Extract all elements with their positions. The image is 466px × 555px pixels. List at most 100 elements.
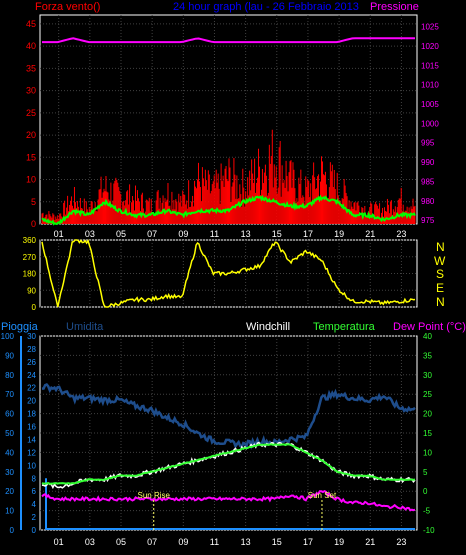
humidity-y-tick-label: 10 (5, 507, 14, 516)
rain-y-tick-label: 20 (27, 397, 36, 406)
pressure-y-tick-label: 1010 (421, 81, 439, 90)
temperature-y-tick-label: 20 (423, 410, 432, 419)
wind-y-tick-label: 25 (26, 108, 36, 118)
x-tick-label-top: 13 (241, 229, 251, 239)
humidity-y-tick-label: 90 (5, 351, 14, 360)
wind-direction-line (41, 239, 416, 308)
compass-west: W (434, 254, 446, 268)
temperature-line (41, 443, 416, 485)
humidity-y-tick-label: 30 (5, 468, 14, 477)
pressure-y-tick-label: 1005 (421, 100, 439, 109)
x-tick-label-bottom: 11 (210, 537, 219, 547)
rain-y-tick-label: 8 (32, 474, 37, 483)
rain-y-tick-label: 10 (27, 461, 36, 470)
x-tick-label-top: 19 (334, 229, 344, 239)
rain-y-tick-label: 2 (32, 513, 37, 522)
humidity-y-tick-label: 80 (5, 371, 14, 380)
x-tick-label-top: 01 (54, 229, 64, 239)
x-tick-label-bottom: 19 (334, 537, 344, 547)
rain-y-tick-label: 28 (27, 345, 36, 354)
compass-north-bottom: N (436, 295, 445, 309)
temperature-y-tick-label: -5 (423, 507, 431, 516)
wind-y-tick-label: 15 (26, 152, 36, 162)
direction-y-tick-label: 270 (23, 253, 37, 262)
windchill-line (41, 441, 416, 490)
sunset-label: Sun Set (308, 491, 337, 500)
chart-title: 24 hour graph (lau - 26 Febbraio 2013 (173, 1, 359, 13)
wind-y-tick-label: 40 (26, 41, 36, 51)
temperature-y-tick-label: 15 (423, 429, 432, 438)
compass-east: E (436, 281, 444, 295)
pressure-y-tick-label: 980 (421, 197, 435, 206)
rain-y-tick-label: 16 (27, 423, 36, 432)
wind-average-line (41, 194, 416, 226)
wind-y-tick-label: 20 (26, 130, 36, 140)
rain-y-tick-label: 24 (27, 371, 36, 380)
wind-y-tick-label: 30 (26, 86, 36, 96)
dewpoint-line (41, 489, 416, 512)
x-tick-label-top: 17 (303, 229, 313, 239)
compass-south: S (436, 267, 444, 281)
x-tick-label-bottom: 23 (396, 537, 406, 547)
rain-y-tick-label: 14 (27, 435, 36, 444)
x-tick-label-top: 05 (116, 229, 126, 239)
compass-north-top: N (436, 240, 445, 254)
humidity-y-tick-label: 0 (10, 526, 15, 535)
humidity-axis-title: Umidita (66, 321, 104, 333)
humidity-y-tick-label: 50 (5, 429, 14, 438)
x-tick-label-top: 09 (178, 229, 188, 239)
pressure-y-tick-label: 990 (421, 158, 435, 167)
temperature-y-tick-label: 35 (423, 351, 432, 360)
rain-y-tick-label: 0 (32, 526, 37, 535)
wind-y-tick-label: 35 (26, 63, 36, 73)
sunrise-label: Sun Rise (137, 491, 170, 500)
wind-y-tick-label: 5 (31, 197, 36, 207)
direction-y-tick-label: 180 (23, 270, 37, 279)
pressure-y-tick-label: 1000 (421, 119, 439, 128)
wind-chart-title: Forza vento() (35, 1, 100, 13)
x-tick-label-bottom: 13 (241, 537, 251, 547)
temperature-y-tick-label: 0 (423, 487, 428, 496)
humidity-y-tick-label: 60 (5, 410, 14, 419)
x-tick-label-bottom: 03 (85, 537, 95, 547)
dewpoint-legend: Dew Point (°C) (393, 321, 466, 333)
rain-y-tick-label: 18 (27, 410, 36, 419)
pressure-y-tick-label: 1015 (421, 61, 439, 70)
x-tick-label-top: 07 (147, 229, 157, 239)
temperature-legend: Temperatura (313, 321, 376, 333)
direction-y-tick-label: 90 (27, 286, 36, 295)
rain-y-tick-label: 12 (27, 448, 36, 457)
direction-y-tick-label: 360 (23, 236, 37, 245)
pressure-axis-title: Pressione (370, 1, 419, 13)
rain-y-tick-label: 6 (32, 487, 37, 496)
temperature-y-tick-label: 40 (423, 332, 432, 341)
temperature-y-tick-label: 10 (423, 448, 432, 457)
humidity-y-tick-label: 20 (5, 487, 14, 496)
rain-y-tick-label: 22 (27, 384, 36, 393)
x-tick-label-bottom: 17 (303, 537, 313, 547)
pressure-y-tick-label: 985 (421, 177, 435, 186)
windchill-legend: Windchill (246, 321, 290, 333)
x-tick-label-bottom: 21 (365, 537, 375, 547)
temperature-y-tick-label: 5 (423, 468, 428, 477)
wind-y-tick-label: 45 (26, 19, 36, 29)
x-tick-label-top: 23 (396, 229, 406, 239)
rain-y-tick-label: 26 (27, 358, 36, 367)
x-tick-label-top: 15 (272, 229, 282, 239)
rain-axis-title: Pioggia (1, 321, 39, 333)
x-tick-label-bottom: 15 (272, 537, 282, 547)
rain-y-tick-label: 30 (27, 332, 36, 341)
temperature-y-tick-label: 25 (423, 390, 432, 399)
direction-y-tick-label: 0 (32, 303, 37, 312)
rain-y-tick-label: 4 (32, 500, 37, 509)
x-tick-label-bottom: 07 (147, 537, 157, 547)
wind-y-tick-label: 10 (26, 175, 36, 185)
x-tick-label-bottom: 05 (116, 537, 126, 547)
humidity-y-tick-label: 100 (1, 332, 15, 341)
x-tick-label-top: 03 (85, 229, 95, 239)
humidity-line (41, 382, 416, 450)
x-tick-label-top: 11 (210, 229, 219, 239)
pressure-y-tick-label: 995 (421, 139, 435, 148)
x-tick-label-bottom: 01 (54, 537, 64, 547)
